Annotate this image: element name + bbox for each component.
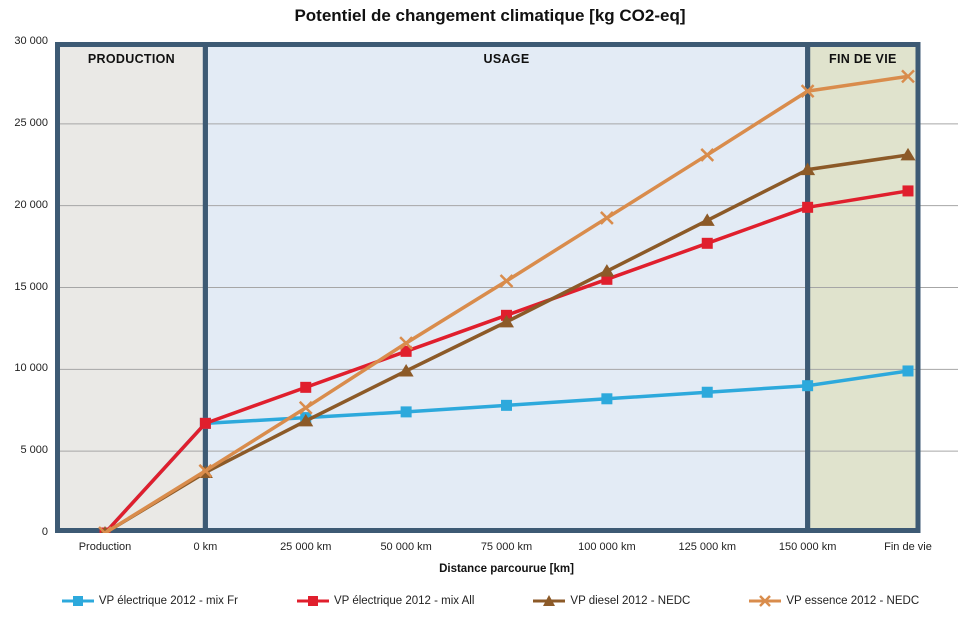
- y-axis-tick: 10 000: [14, 362, 48, 375]
- data-point-marker-series-2: [599, 264, 615, 277]
- data-point-marker-series-1: [802, 201, 814, 213]
- data-point-marker-series-2: [499, 314, 514, 328]
- data-point-marker-series-3: [98, 526, 107, 533]
- region-border-fin-de-vie: [805, 42, 921, 533]
- data-point-marker-series-0: [701, 386, 713, 398]
- data-point-marker-series-2: [900, 147, 916, 161]
- data-point-marker-series-3: [103, 526, 112, 533]
- data-point-marker-series-3: [399, 336, 414, 351]
- data-point-marker-series-1: [601, 273, 613, 285]
- legend-label: VP essence 2012 - NEDC: [786, 595, 920, 607]
- legend-entry-2: VP diesel 2012 - NEDC: [532, 594, 690, 608]
- x-axis-tick: Fin de vie: [884, 541, 932, 553]
- legend-marker-icon: [533, 595, 566, 606]
- data-point-marker-series-1: [300, 381, 312, 393]
- data-point-marker-series-3: [800, 84, 815, 98]
- chart-title: Potentiel de changement climatique [kg C…: [294, 6, 686, 25]
- data-point-marker-series-3: [901, 69, 915, 84]
- x-axis-title: Distance parcourue [km]: [439, 563, 574, 575]
- x-axis-tick: 125 000 km: [678, 541, 736, 553]
- y-axis-tick: 20 000: [14, 198, 48, 211]
- x-axis-tick: 150 000 km: [778, 541, 837, 553]
- legend-marker-icon: [749, 595, 782, 607]
- y-axis-tick: 25 000: [14, 116, 48, 129]
- data-point-marker-series-0: [501, 399, 512, 411]
- legend-label: VP diesel 2012 - NEDC: [570, 595, 691, 607]
- plot-area: [55, 42, 958, 533]
- region-label-production: PRODUCTION: [87, 52, 175, 66]
- data-point-marker-series-1: [701, 237, 713, 249]
- legend-marker-icon: [61, 596, 94, 606]
- data-point-marker-series-3: [298, 400, 313, 415]
- region-label-fin-de-vie: FIN DE VIE: [829, 52, 897, 66]
- x-axis-tick: 25 000 km: [280, 541, 332, 553]
- data-point-marker-series-0: [601, 393, 613, 405]
- y-axis-tick: 15 000: [14, 280, 48, 293]
- data-point-marker-series-3: [198, 463, 213, 478]
- x-axis-tick: Production: [78, 541, 132, 553]
- data-point-marker-series-2: [800, 162, 816, 176]
- chart-legend: VP électrique 2012 - mix Fr VP électrique…: [0, 594, 980, 608]
- region-label-usage: USAGE: [483, 52, 530, 66]
- data-point-marker-series-2: [699, 213, 715, 226]
- data-point-marker-series-1: [199, 417, 211, 429]
- data-point-marker-series-0: [400, 406, 412, 418]
- legend-label: VP électrique 2012 - mix All: [333, 595, 475, 607]
- legend-label: VP électrique 2012 - mix Fr: [98, 595, 238, 607]
- legend-marker-icon: [296, 596, 329, 606]
- data-point-marker-series-0: [802, 380, 814, 392]
- data-point-marker-series-1: [400, 345, 412, 357]
- y-axis-tick: 0: [41, 526, 48, 538]
- data-point-marker-series-3: [700, 148, 715, 162]
- y-axis-tick: 30 000: [14, 35, 48, 47]
- data-point-marker-series-2: [398, 363, 414, 377]
- data-point-marker-series-3: [499, 274, 514, 288]
- y-axis-tick: 5 000: [20, 444, 48, 457]
- x-axis-tick: 0 km: [193, 541, 218, 553]
- x-axis-tick: 50 000 km: [380, 541, 432, 553]
- data-point-marker-series-0: [902, 365, 914, 377]
- data-point-marker-series-2: [298, 413, 314, 427]
- data-point-marker-series-3: [599, 211, 614, 225]
- legend-entry-3: VP essence 2012 - NEDC: [748, 594, 919, 608]
- x-axis-tick: 100 000 km: [578, 541, 636, 553]
- legend-entry-0: VP électrique 2012 - mix Fr: [61, 594, 238, 608]
- data-point-marker-series-1: [902, 185, 914, 197]
- x-axis-tick: 75 000 km: [480, 541, 533, 553]
- legend-entry-1: VP électrique 2012 - mix All: [296, 594, 474, 608]
